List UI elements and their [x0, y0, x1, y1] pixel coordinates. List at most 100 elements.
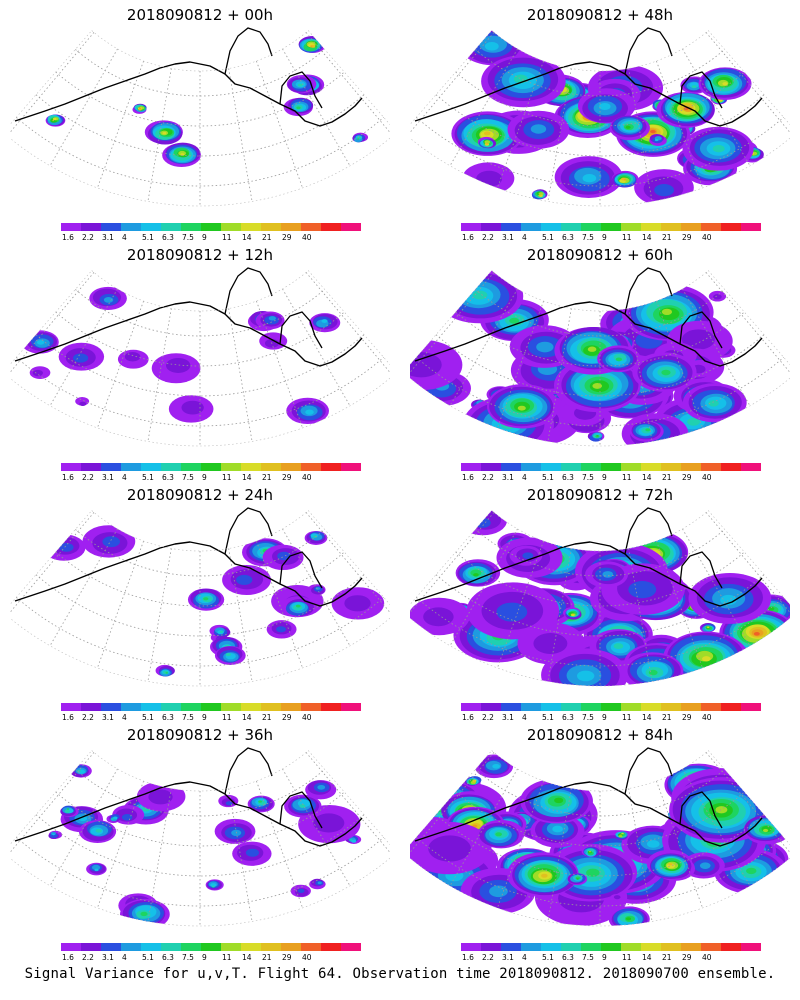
colorbar-swatch — [481, 223, 502, 231]
colorbar-swatch — [721, 463, 742, 471]
colorbar-swatch — [621, 223, 642, 231]
graticule-meridian — [228, 788, 253, 922]
variance-blob — [654, 138, 659, 142]
graticule-meridian — [282, 768, 351, 887]
colorbar-swatch — [501, 703, 522, 711]
colorbar-tick-label: 2.2 — [482, 713, 494, 721]
variance-blob — [533, 633, 568, 654]
colorbar-swatch — [601, 943, 622, 951]
variance-blob — [258, 800, 263, 803]
variance-blob — [268, 316, 277, 321]
graticule-parallel — [455, 71, 745, 127]
colorbar-swatch — [241, 943, 262, 951]
colorbar-swatch — [61, 223, 82, 231]
colorbar-swatch — [741, 223, 761, 231]
colorbar-tick-label: 5.1 — [542, 233, 554, 241]
variance-blob — [236, 574, 253, 585]
variance-blob — [702, 656, 711, 662]
variance-blob — [681, 329, 715, 350]
variance-map — [10, 27, 390, 207]
coastline-islands — [624, 747, 673, 795]
colorbar-tick-label: 2.2 — [82, 473, 94, 481]
colorbar-swatch — [641, 703, 662, 711]
graticule-meridian — [449, 288, 518, 407]
forecast-panel: 2018090812 + 00h 1.6 2.2 3.1 4 5.1 6.3 7.5 9 11 14… — [0, 0, 400, 241]
variance-map — [10, 267, 390, 447]
graticule-meridian — [449, 48, 518, 167]
variance-blob — [753, 631, 760, 636]
variance-blob — [428, 835, 471, 862]
colorbar-swatch — [181, 703, 202, 711]
colorbar-tick-label: 7.5 — [182, 473, 194, 481]
variance-blob — [712, 145, 725, 153]
colorbar-tick-label: 40 — [302, 713, 312, 721]
variance-blob — [530, 124, 547, 134]
variance-blob — [596, 435, 599, 437]
colorbar-tick-label: 9 — [202, 713, 207, 721]
colorbar-tick-label: 9 — [202, 953, 207, 961]
graticule-meridian — [449, 528, 518, 647]
colorbar-tick-label: 29 — [282, 713, 292, 721]
coastline-bay — [279, 71, 323, 109]
forecast-panel: 2018090812 + 36h 1.6 2.2 3.1 4 5.1 6.3 7.5 9 11 14… — [0, 720, 400, 961]
coastline — [414, 781, 763, 847]
graticule-parallel — [416, 837, 784, 907]
coastline-islands — [224, 507, 273, 555]
graticule-parallel — [416, 357, 784, 427]
variance-map — [410, 747, 790, 927]
map-border — [410, 270, 790, 447]
colorbar-swatch — [141, 943, 162, 951]
colorbar: 1.6 2.2 3.1 4 5.1 6.3 7.5 9 11 14 21 29 40 — [461, 223, 761, 241]
colorbar-tick-label: 5.1 — [142, 953, 154, 961]
variance-blob — [313, 813, 345, 833]
variance-blob — [486, 142, 489, 144]
variance-blob — [586, 868, 600, 877]
colorbar-swatch — [321, 703, 342, 711]
colorbar-tick-label: 3.1 — [502, 713, 514, 721]
colorbar-swatch — [221, 223, 242, 231]
variance-blob — [582, 174, 597, 183]
colorbar-swatch — [461, 463, 482, 471]
colorbar-tick-label: 5.1 — [542, 713, 554, 721]
colorbar-tick-label: 3.1 — [502, 473, 514, 481]
colorbar-swatch — [481, 463, 502, 471]
variance-blob — [148, 789, 173, 805]
panel-title: 2018090812 + 00h — [126, 6, 274, 24]
variance-map — [410, 27, 790, 207]
colorbar-swatch — [701, 703, 722, 711]
graticule-meridian — [49, 768, 118, 887]
colorbar-tick-label: 11 — [622, 233, 632, 241]
colorbar-swatch — [81, 703, 102, 711]
colorbar-tick-label: 4 — [522, 713, 527, 721]
colorbar: 1.6 2.2 3.1 4 5.1 6.3 7.5 9 11 14 21 29 40 — [61, 463, 361, 481]
colorbar-tick-label: 6.3 — [562, 233, 574, 241]
colorbar-tick-label: 40 — [702, 953, 712, 961]
variance-blob — [483, 131, 491, 136]
colorbar-swatch — [601, 463, 622, 471]
colorbar-tick-label: 21 — [662, 713, 672, 721]
variance-blob — [295, 604, 301, 608]
colorbar-swatch — [301, 223, 322, 231]
colorbar-swatch — [121, 703, 142, 711]
colorbar-tick-label: 40 — [302, 953, 312, 961]
graticule-meridian — [628, 548, 653, 682]
colorbar-tick-label: 6.3 — [562, 953, 574, 961]
colorbar-swatch — [161, 463, 182, 471]
graticule-meridian — [547, 308, 572, 442]
variance-blob — [623, 179, 627, 181]
variance-blob — [587, 346, 597, 352]
variance-blob — [64, 809, 70, 813]
forecast-panel: 2018090812 + 24h 1.6 2.2 3.1 4 5.1 6.3 7.5 9 11 14… — [0, 480, 400, 721]
colorbar-swatch — [741, 943, 761, 951]
graticule-meridian — [656, 780, 703, 909]
graticule-parallel — [16, 357, 384, 427]
variance-blob — [66, 808, 70, 810]
colorbar-tick-label: 9 — [602, 953, 607, 961]
colorbar: 1.6 2.2 3.1 4 5.1 6.3 7.5 9 11 14 21 29 40 — [461, 703, 761, 721]
variance-field — [20, 286, 341, 425]
variance-blob — [484, 42, 499, 51]
colorbar-tick-label: 11 — [622, 953, 632, 961]
variance-blob — [296, 106, 301, 110]
coastline-bay — [279, 791, 323, 829]
variance-blob — [707, 627, 709, 629]
